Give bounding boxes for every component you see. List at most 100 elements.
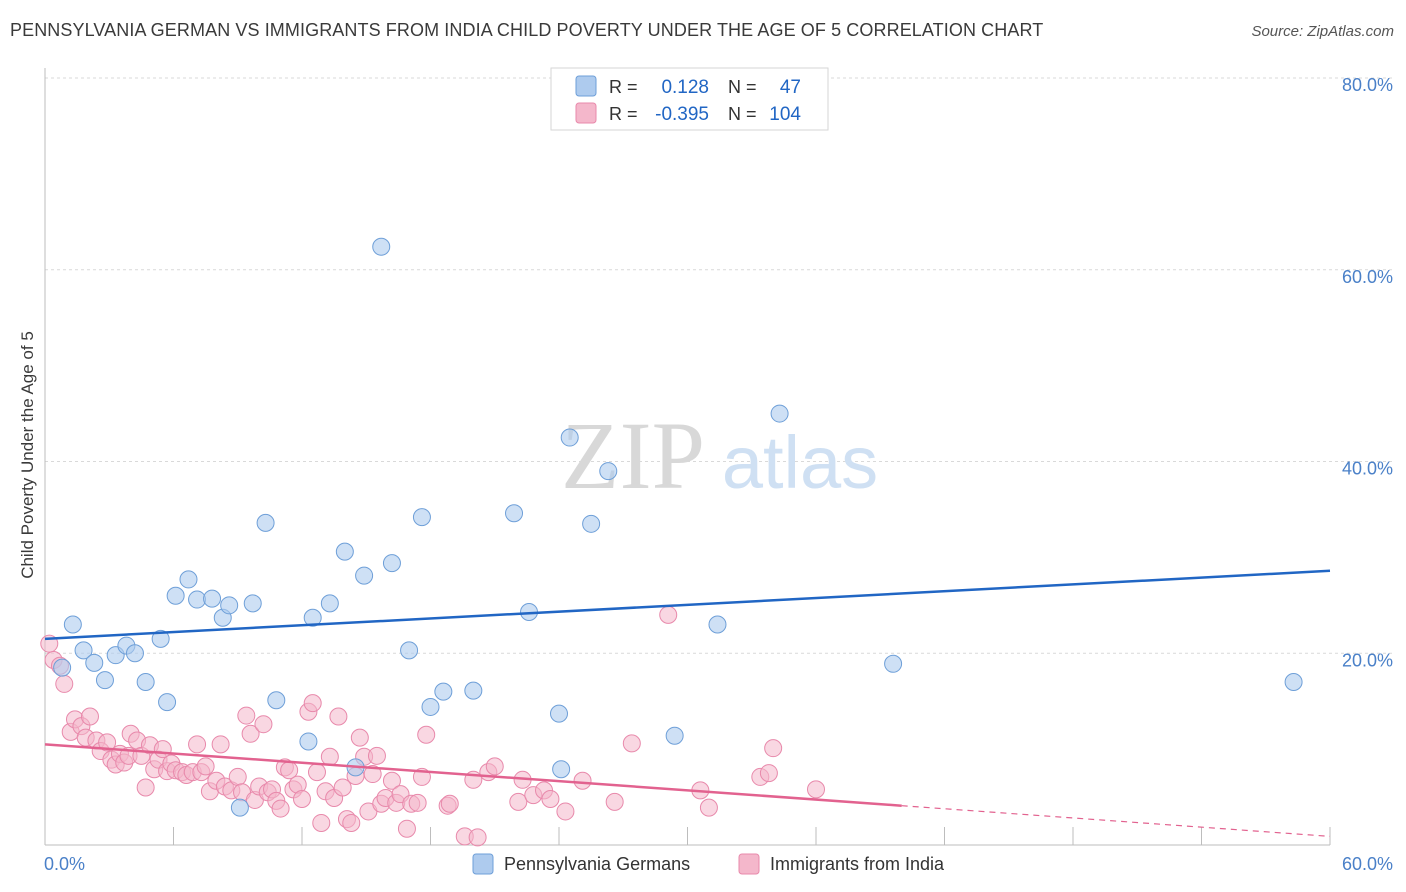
legend-n-label-1: N = — [728, 77, 757, 97]
data-point-india — [254, 715, 273, 734]
legend-box: R = 0.128 N = 47 R = -0.395 N = 104 — [550, 67, 829, 131]
data-point-india — [541, 789, 560, 808]
legend-r-label-2: R = — [609, 104, 638, 124]
legend-bottom-label-1: Pennsylvania Germans — [504, 854, 690, 874]
legend-n-value-1: 47 — [780, 77, 801, 98]
data-point-pennsylvania — [464, 681, 483, 700]
axes — [44, 68, 1331, 846]
data-point-pennsylvania — [85, 653, 104, 672]
data-point-india — [759, 764, 778, 783]
data-point-pennsylvania — [203, 589, 222, 608]
data-point-india — [329, 707, 348, 726]
data-point-pennsylvania — [552, 760, 571, 779]
watermark-atlas: atlas — [722, 421, 878, 504]
legend-n-label-2: N = — [728, 104, 757, 124]
data-point-india — [605, 792, 624, 811]
data-point-pennsylvania — [243, 594, 262, 613]
data-point-india — [363, 765, 382, 784]
grid-lines — [45, 77, 1392, 654]
data-point-pennsylvania — [560, 428, 579, 447]
legend-r-value-2: -0.395 — [655, 104, 709, 125]
data-point-india — [55, 674, 74, 693]
data-point-pennsylvania — [151, 629, 170, 648]
data-point-india — [382, 771, 401, 790]
data-point-pennsylvania — [550, 704, 568, 723]
data-point-india — [320, 747, 339, 766]
data-point-india — [333, 778, 352, 797]
data-point-india — [509, 792, 528, 811]
series-india-points — [40, 605, 825, 847]
data-point-india — [468, 828, 487, 847]
trend-line-india — [44, 743, 902, 807]
watermark: ZIP atlas — [561, 402, 878, 509]
series-legend: Pennsylvania Germans Immigrants from Ind… — [472, 853, 945, 875]
y-tick-label: 40.0% — [1342, 459, 1393, 479]
legend-swatch-pink — [575, 102, 597, 124]
data-point-pennsylvania — [267, 691, 286, 710]
data-point-india — [228, 767, 247, 786]
legend-n-value-2: 104 — [769, 104, 801, 125]
data-point-india — [196, 757, 215, 776]
trend-lines — [44, 569, 1331, 837]
data-point-pennsylvania — [63, 615, 82, 634]
chart-title: PENNSYLVANIA GERMAN VS IMMIGRANTS FROM I… — [10, 20, 1044, 40]
data-point-pennsylvania — [220, 596, 239, 615]
series-pennsylvania-points — [53, 237, 1303, 817]
y-tick-label: 80.0% — [1342, 75, 1393, 95]
data-point-pennsylvania — [320, 594, 339, 613]
data-point-pennsylvania — [188, 590, 207, 609]
data-point-pennsylvania — [179, 570, 198, 589]
data-point-pennsylvania — [303, 608, 322, 627]
data-point-india — [622, 734, 641, 753]
tick-labels: 20.0% 40.0% 60.0% 80.0% 0.0% 60.0% — [44, 75, 1393, 874]
data-point-pennsylvania — [136, 673, 155, 692]
watermark-zip: ZIP — [561, 402, 705, 509]
data-point-india — [807, 780, 825, 799]
data-point-india — [699, 798, 718, 817]
data-point-pennsylvania — [230, 798, 249, 817]
legend-r-label-1: R = — [609, 77, 638, 97]
data-point-pennsylvania — [412, 508, 431, 527]
data-point-india — [237, 706, 256, 725]
data-point-pennsylvania — [74, 641, 93, 660]
trend-line-pennsylvania — [44, 569, 1331, 641]
y-tick-label: 20.0% — [1342, 650, 1393, 670]
x-tick-label: 0.0% — [44, 854, 85, 874]
data-point-india — [556, 802, 575, 821]
data-point-india — [80, 707, 99, 726]
data-point-india — [98, 733, 117, 752]
data-point-pennsylvania — [382, 554, 401, 573]
y-tick-label: 60.0% — [1342, 267, 1393, 287]
data-point-pennsylvania — [582, 514, 601, 533]
data-point-pennsylvania — [1284, 673, 1303, 692]
data-point-india — [397, 819, 416, 838]
data-point-pennsylvania — [434, 682, 453, 701]
data-point-india — [417, 725, 436, 744]
data-point-india — [293, 789, 311, 808]
data-point-india — [342, 813, 361, 832]
data-point-pennsylvania — [166, 586, 185, 605]
data-point-india — [573, 771, 592, 790]
legend-bottom-label-2: Immigrants from India — [770, 854, 945, 874]
data-point-pennsylvania — [372, 237, 391, 256]
data-point-india — [312, 813, 331, 832]
y-axis-label: Child Poverty Under the Age of 5 — [18, 331, 37, 579]
data-point-pennsylvania — [599, 462, 618, 481]
data-point-india — [241, 724, 260, 743]
data-point-pennsylvania — [770, 404, 789, 423]
legend-bottom-swatch-blue — [472, 853, 494, 875]
data-point-pennsylvania — [158, 693, 177, 712]
data-point-india — [188, 735, 207, 754]
data-point-pennsylvania — [95, 671, 114, 690]
data-point-india — [659, 605, 678, 624]
data-point-india — [307, 763, 326, 782]
data-point-pennsylvania — [665, 726, 684, 745]
data-point-india — [350, 728, 369, 747]
data-point-india — [303, 694, 322, 713]
source-label: Source: ZipAtlas.com — [1251, 23, 1394, 40]
data-point-pennsylvania — [125, 644, 144, 663]
trend-line-india-extrapolated — [901, 805, 1331, 837]
data-point-india — [136, 778, 155, 797]
data-point-pennsylvania — [708, 615, 727, 634]
